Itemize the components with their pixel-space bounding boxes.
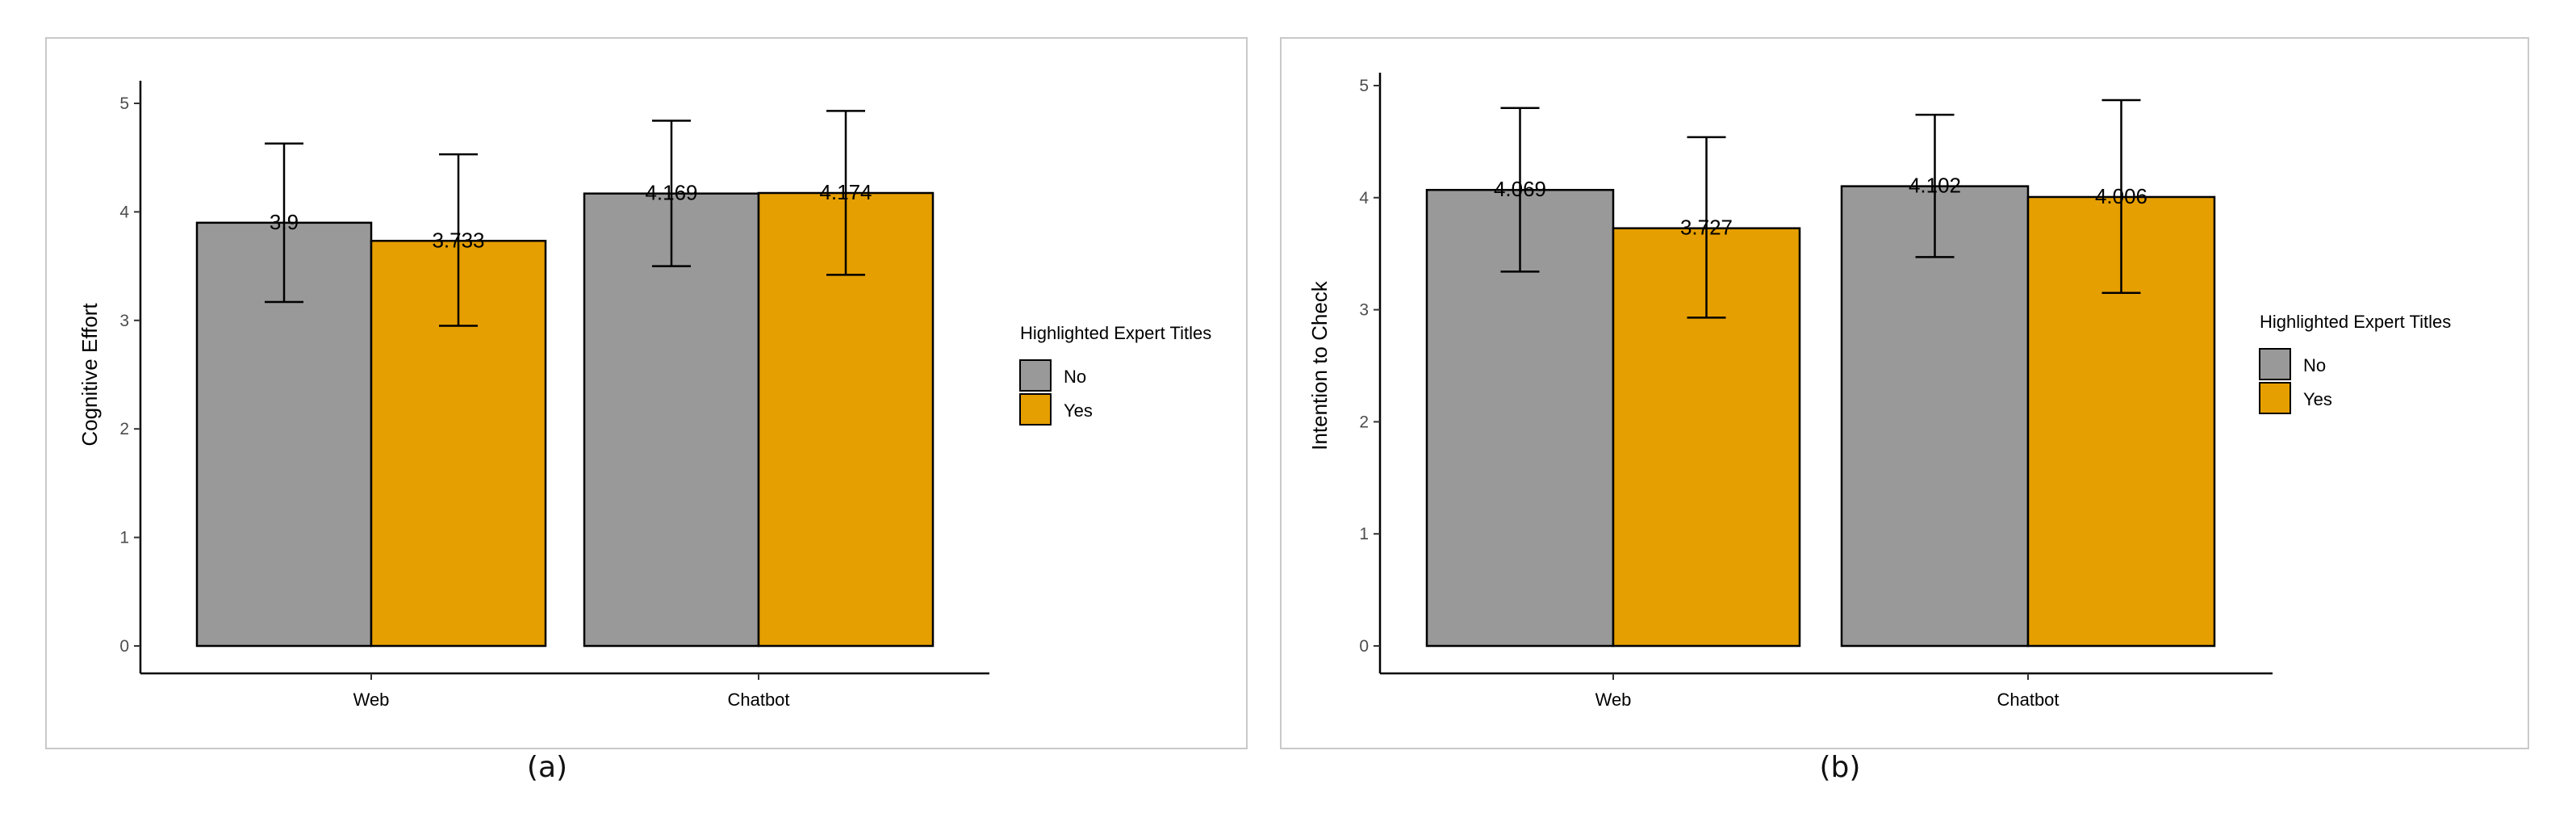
y-tick-label: 1 [1359,525,1369,543]
panel-a: 0 1 2 3 4 5 Cognitive Effort 3.9 3.733 Web 4.169 4.… [45,37,1248,749]
data-label: 3.733 [432,228,484,252]
legend-key-no [1019,359,1052,392]
x-tick-label: Web [1595,690,1632,710]
x-tick-label: Web [353,690,390,710]
y-tick-label: 3 [119,312,129,330]
x-tick-label: Chatbot [727,690,789,710]
legend-key-yes [2259,382,2291,414]
legend-label-yes: Yes [2303,389,2332,409]
data-label: 4.169 [645,181,697,205]
panel-b: 0 1 2 3 4 5 Intention to Check 4.069 3.727 Web 4.1… [1280,37,2529,749]
data-label: 4.102 [1909,174,1961,198]
y-axis-label: Cognitive Effort [77,303,102,447]
legend-label-yes: Yes [1064,400,1093,421]
chart-a: 0 1 2 3 4 5 Cognitive Effort 3.9 3.733 Web 4.169 4.… [77,81,1211,710]
y-tick-label: 1 [119,529,129,547]
bar-chatbot-no [583,192,760,648]
y-tick-label: 0 [119,637,129,656]
y-tick-label: 5 [119,94,129,113]
legend-title: Highlighted Expert Titles [1020,323,1211,343]
y-tick-label: 2 [1359,413,1369,431]
legend-label-no: No [1064,367,1086,387]
y-tick-label: 4 [119,203,129,221]
caption-b: (b) [1819,751,1861,784]
data-label: 4.006 [2095,184,2147,208]
y-tick-label: 3 [1359,301,1369,320]
y-tick-label: 2 [119,420,129,438]
data-label: 3.727 [1680,216,1733,240]
legend-label-no: No [2303,355,2326,375]
y-tick-label: 0 [1359,637,1369,656]
data-label: 4.174 [819,180,872,204]
chart-b: 0 1 2 3 4 5 Intention to Check 4.069 3.727 Web 4.1… [1307,73,2451,710]
x-tick-label: Chatbot [1997,690,2059,710]
legend-title: Highlighted Expert Titles [2260,312,2451,332]
y-tick-label: 5 [1359,77,1369,95]
caption-a: (a) [526,751,568,784]
data-label: 3.9 [270,210,299,234]
y-axis-label: Intention to Check [1307,280,1332,451]
legend-key-no [2259,348,2291,380]
bar-chatbot-no [1840,185,2030,648]
y-tick-label: 4 [1359,189,1369,208]
legend-key-yes [1019,393,1052,426]
data-label: 4.069 [1494,177,1546,201]
